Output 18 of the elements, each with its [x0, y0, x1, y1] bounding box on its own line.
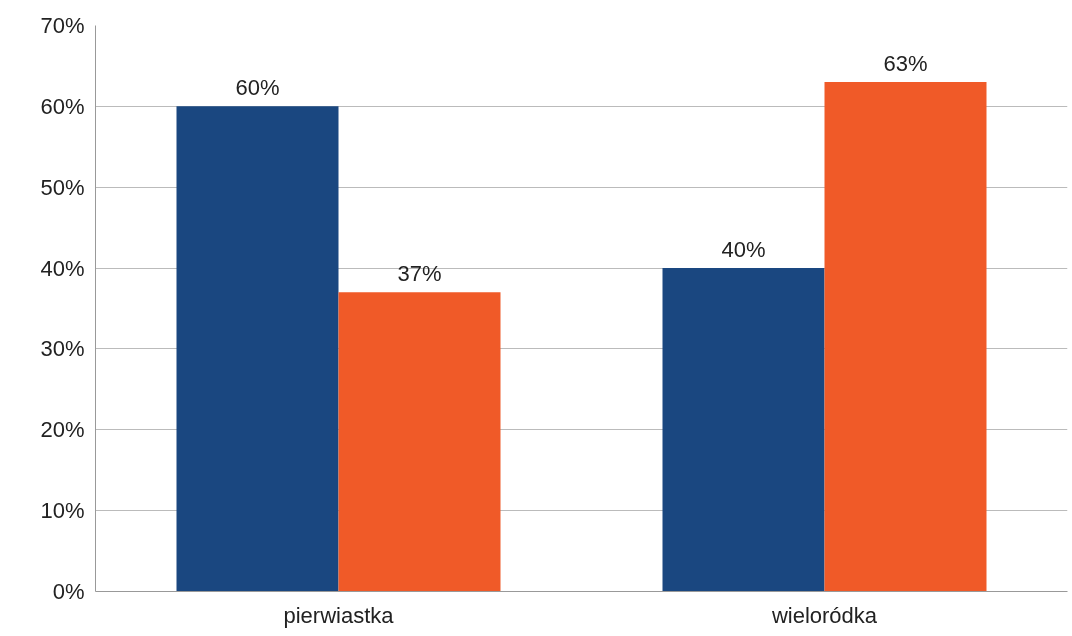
x-tick-label: wieloródka	[770, 602, 878, 628]
y-tick-label: 60%	[40, 93, 85, 119]
y-tick-label: 10%	[40, 498, 85, 524]
y-tick-label: 30%	[40, 336, 85, 362]
y-tick-label: 20%	[40, 417, 85, 443]
y-tick-label: 70%	[40, 13, 85, 38]
x-tick-label: pierwiastka	[283, 602, 395, 628]
data-label: 37%	[397, 261, 442, 287]
y-tick-label: 0%	[52, 579, 85, 604]
data-label: 60%	[235, 75, 280, 101]
y-tick-label: 40%	[40, 255, 85, 281]
data-label: 40%	[721, 237, 766, 263]
data-label: 63%	[883, 51, 928, 77]
bar	[662, 268, 825, 592]
bar	[824, 82, 987, 592]
bar	[176, 106, 339, 592]
bar	[338, 292, 501, 592]
y-tick-label: 50%	[40, 174, 85, 200]
